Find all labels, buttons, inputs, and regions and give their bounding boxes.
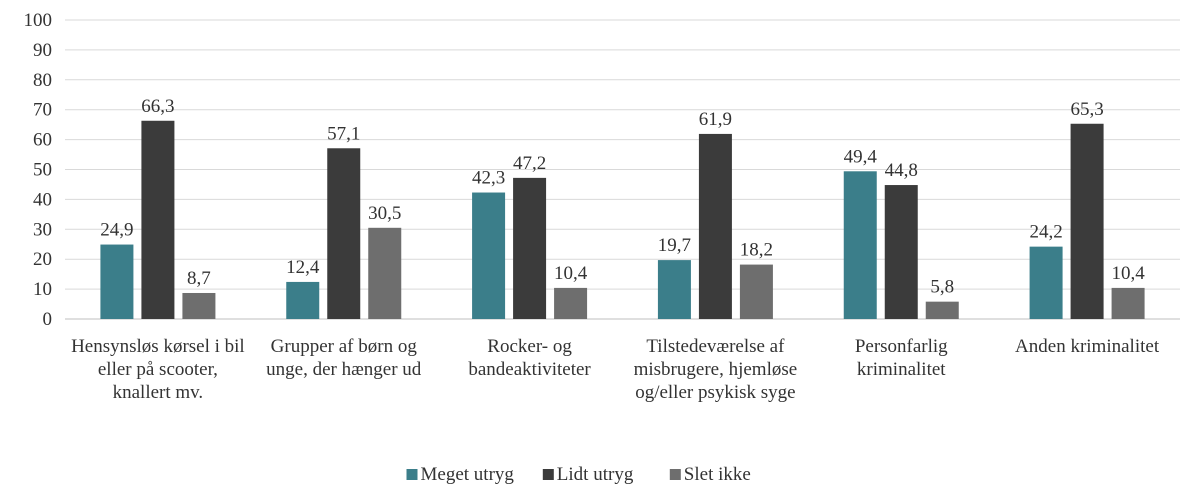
x-tick-label: Hensynsløs kørsel i bil eller på scooter…	[71, 336, 245, 403]
data-label: 66,3	[141, 96, 174, 117]
bar	[925, 301, 959, 319]
y-tick-label: 40	[33, 189, 52, 210]
bar	[327, 148, 361, 319]
legend-label: Slet ikke	[684, 464, 751, 485]
data-label: 19,7	[658, 235, 691, 256]
y-tick-label: 50	[33, 160, 52, 181]
y-tick-label: 20	[33, 249, 52, 270]
legend-label: Meget utryg	[421, 464, 515, 485]
data-label: 30,5	[368, 203, 401, 224]
bar	[286, 281, 320, 319]
x-tick-label: Tilstedeværelse af misbrugere, hjemløse …	[633, 336, 798, 403]
y-tick-label: 90	[33, 40, 52, 61]
bar	[182, 292, 216, 319]
bar	[657, 260, 691, 319]
bar	[843, 171, 877, 319]
bar	[141, 120, 175, 319]
x-tick-label: Personfarlig kriminalitet	[854, 336, 948, 380]
data-label: 49,4	[844, 146, 878, 167]
y-tick-label: 100	[24, 10, 53, 31]
data-label: 65,3	[1070, 99, 1103, 120]
y-tick-label: 10	[33, 279, 52, 300]
bar	[554, 287, 588, 319]
y-tick-label: 60	[33, 130, 52, 151]
data-label: 10,4	[1111, 263, 1145, 284]
bar	[472, 192, 506, 319]
x-tick-label: Grupper af børn og unge, der hænger ud	[266, 336, 422, 380]
data-label: 24,9	[100, 220, 133, 241]
data-label: 10,4	[554, 263, 588, 284]
data-label: 12,4	[286, 257, 320, 278]
bar	[698, 133, 732, 319]
data-label: 8,7	[187, 268, 211, 289]
x-tick-label: Rocker- og bandeaktiviteter	[468, 336, 591, 380]
bar	[1070, 123, 1104, 320]
bar	[100, 244, 134, 319]
data-label: 47,2	[513, 153, 546, 174]
data-label: 57,1	[327, 123, 360, 144]
legend-swatch	[406, 469, 418, 480]
bar	[1029, 246, 1063, 319]
bar	[1111, 287, 1145, 319]
data-label: 5,8	[930, 277, 954, 298]
bar	[739, 264, 773, 319]
data-label: 18,2	[740, 240, 773, 261]
legend-swatch	[669, 469, 681, 480]
legend-label: Lidt utryg	[557, 464, 634, 485]
y-tick-label: 30	[33, 219, 52, 240]
bar	[513, 177, 547, 319]
data-label: 24,2	[1029, 222, 1062, 243]
x-tick-label: Anden kriminalitet	[1015, 336, 1160, 357]
y-tick-label: 70	[33, 100, 52, 121]
y-tick-label: 0	[43, 309, 53, 330]
data-label: 42,3	[472, 168, 505, 189]
legend-swatch	[542, 469, 554, 480]
y-tick-label: 80	[33, 70, 52, 91]
data-label: 44,8	[885, 160, 918, 181]
data-label: 61,9	[699, 109, 732, 130]
bar	[884, 185, 918, 319]
bar	[368, 227, 402, 319]
